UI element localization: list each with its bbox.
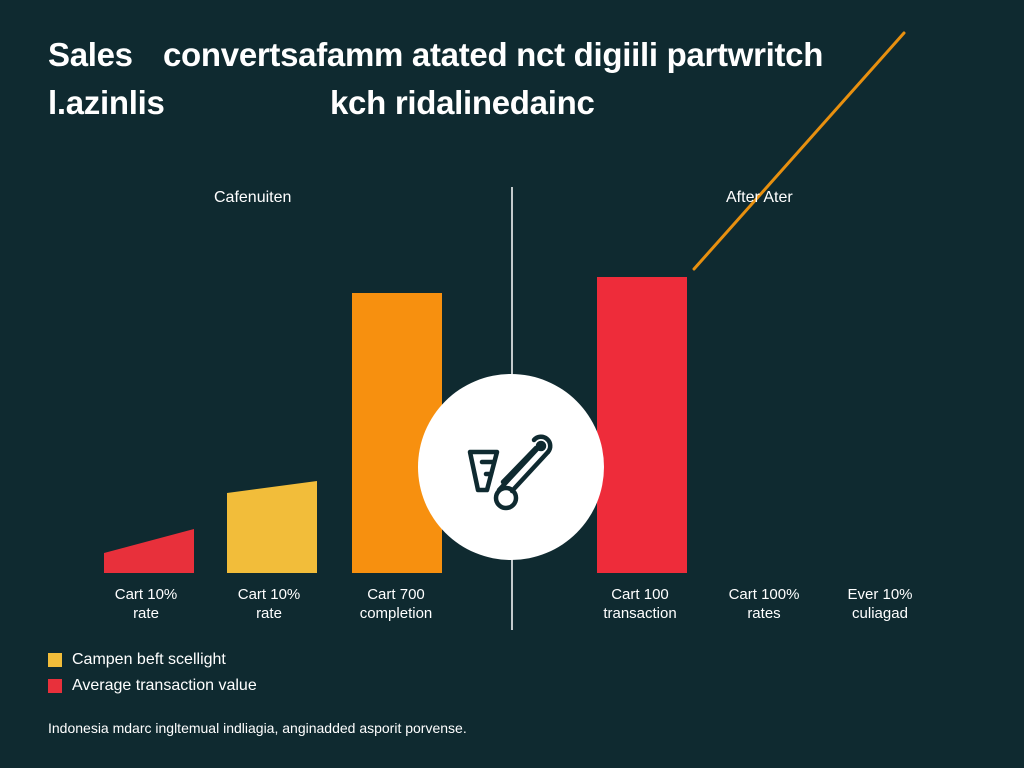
category-label-5-line2: culiagad bbox=[852, 605, 908, 622]
category-label-3-line1: Cart 100 bbox=[611, 586, 669, 603]
category-label-1-line1: Cart 10% bbox=[237, 586, 301, 603]
legend-swatch-0 bbox=[48, 653, 62, 667]
legend-item-0: Campen beft scellight bbox=[48, 650, 226, 670]
category-label-4-line2: rates bbox=[747, 605, 781, 622]
category-label-3-line2: transaction bbox=[603, 605, 677, 622]
cart-wheel bbox=[493, 485, 519, 511]
category-label-4: Cart 100% rates bbox=[704, 585, 824, 623]
bar-0 bbox=[104, 529, 194, 573]
category-label-5: Ever 10% culiagad bbox=[820, 585, 940, 623]
bar-1 bbox=[227, 481, 317, 573]
legend-label-0: Campen beft scellight bbox=[72, 651, 226, 668]
legend-item-1: Average transaction value bbox=[48, 676, 257, 696]
chart-title-line1-part1: Sales bbox=[48, 36, 133, 73]
category-label-4-line1: Cart 100% bbox=[728, 586, 800, 603]
category-label-1-line2: rate bbox=[256, 605, 282, 622]
section-label-before: Cafenuiten bbox=[214, 189, 292, 206]
cart-icon-stroke-5 bbox=[500, 445, 539, 485]
cart-with-tag-icon bbox=[467, 434, 553, 511]
cart-icon-stroke-6 bbox=[509, 449, 551, 494]
chart-title-line2-part1: l.azinlis bbox=[48, 84, 165, 121]
center-badge bbox=[418, 374, 604, 560]
bar-3 bbox=[597, 277, 687, 573]
category-label-2-line2: completion bbox=[359, 605, 433, 622]
chart-title-line2-part2: kch ridalinedainc bbox=[330, 84, 595, 121]
trend-line bbox=[692, 31, 906, 271]
category-label-0-line1: Cart 10% bbox=[114, 586, 178, 603]
category-label-0: Cart 10% rate bbox=[86, 585, 206, 623]
category-label-3: Cart 100 transaction bbox=[580, 585, 700, 623]
section-label-after: After Ater bbox=[726, 189, 793, 206]
chart-footnote: Indonesia mdarc ingltemual indliagia, an… bbox=[48, 720, 467, 736]
legend-label-1: Average transaction value bbox=[72, 677, 257, 694]
cart-icon-stroke-4 bbox=[531, 434, 553, 455]
cart-icon-stroke-0 bbox=[467, 449, 500, 493]
category-label-0-line2: rate bbox=[133, 605, 159, 622]
legend-swatch-1 bbox=[48, 679, 62, 693]
category-label-2-line1: Cart 700 bbox=[367, 586, 425, 603]
category-label-2: Cart 700 completion bbox=[336, 585, 456, 623]
tag-hole bbox=[535, 440, 547, 452]
chart-title-line1-part2: convertsafamm atated nct digiili partwri… bbox=[163, 36, 824, 73]
category-label-1: Cart 10% rate bbox=[209, 585, 329, 623]
category-label-5-line1: Ever 10% bbox=[847, 586, 913, 603]
